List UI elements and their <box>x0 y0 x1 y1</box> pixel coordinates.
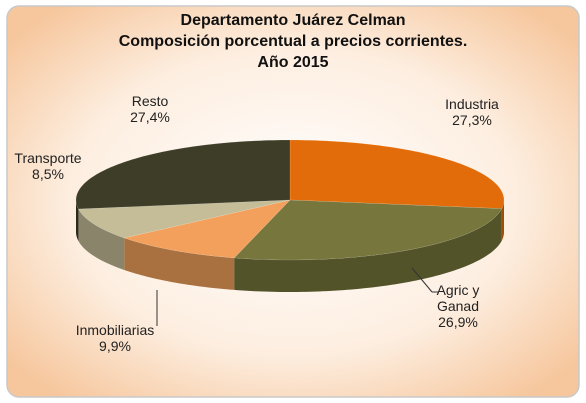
pie-slice-side <box>501 200 504 241</box>
value-label: 26,9% <box>438 314 478 330</box>
chart-title: Composición porcentual a precios corrien… <box>118 33 468 50</box>
pie-slice <box>289 139 505 209</box>
category-label: Inmobiliarias <box>75 322 155 338</box>
data-label: Industria 27,3% <box>445 96 499 128</box>
chart-title: Departamento Juárez Celman <box>180 12 406 29</box>
pie-slice-side <box>124 237 235 290</box>
chart-title: Año 2015 <box>257 54 329 71</box>
category-label: Industria <box>445 96 499 112</box>
pie-slice-side <box>76 200 79 242</box>
value-label: 27,4% <box>130 109 170 125</box>
category-label: Agric y Ganad <box>436 282 480 314</box>
pie-slice <box>123 199 291 259</box>
pie-slice-side <box>234 208 502 292</box>
category-label: Resto <box>131 93 169 109</box>
leader-line <box>411 267 433 293</box>
value-label: 27,3% <box>452 112 492 128</box>
pie-slice <box>233 199 503 261</box>
category-label: Transporte <box>14 150 82 166</box>
pie <box>75 139 505 292</box>
value-label: 9,9% <box>99 338 131 354</box>
data-label: Inmobiliarias 9,9% <box>76 322 155 354</box>
pie-slice <box>75 139 291 210</box>
pie-slice-side <box>78 209 125 270</box>
value-label: 8,5% <box>32 166 64 182</box>
pie-slice <box>78 199 291 239</box>
data-label: Agric y Ganad 26,9% <box>428 282 488 330</box>
data-label: Resto 27,4% <box>130 93 170 125</box>
data-label: Transporte 8,5% <box>14 150 81 182</box>
